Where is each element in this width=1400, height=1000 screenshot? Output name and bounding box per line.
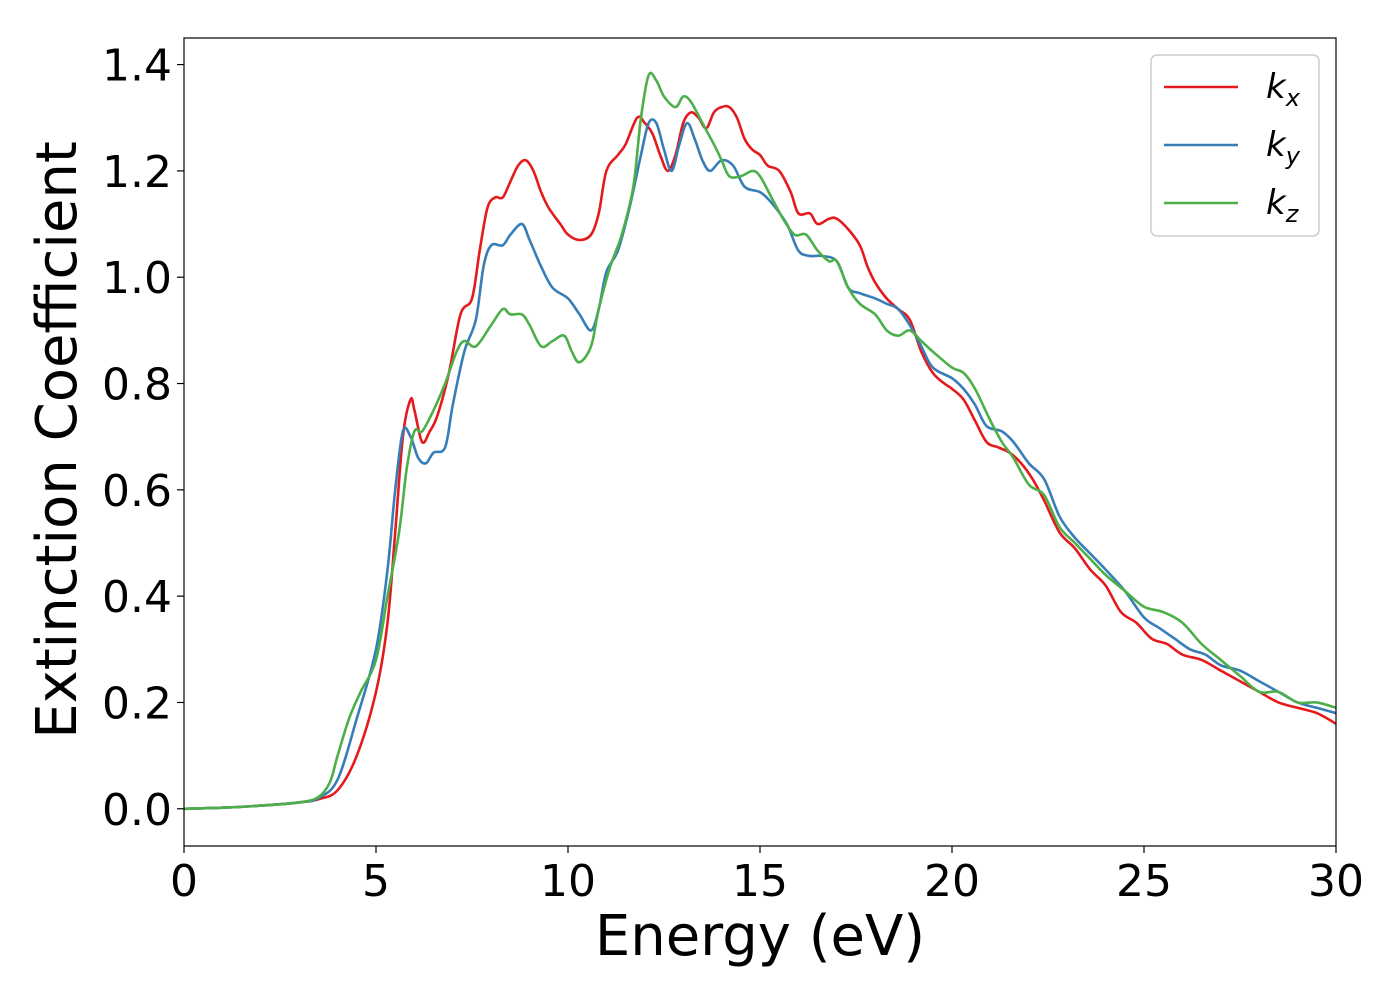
y-tick-label: 1.2 <box>102 147 172 198</box>
x-axis-title: Energy (eV) <box>595 904 925 969</box>
legend-label-y: ky <box>1266 125 1301 170</box>
y-axis-title: Extinction Coefficient <box>25 141 90 739</box>
legend-label-z: kz <box>1266 183 1300 228</box>
x-tick-label: 0 <box>170 856 198 907</box>
y-tick-label: 0.2 <box>102 678 172 729</box>
x-tick-label: 20 <box>924 856 980 907</box>
y-tick-label: 0.6 <box>102 466 172 517</box>
y-tick-label: 0.4 <box>102 572 172 623</box>
y-tick-label: 1.4 <box>102 41 172 92</box>
legend-label-x: kx <box>1266 67 1301 112</box>
x-tick-label: 15 <box>732 856 788 907</box>
y-axis-ticks: 0.0 0.2 0.4 0.6 0.8 1.0 1.2 1.4 <box>102 41 184 836</box>
legend: kx ky kz <box>1150 54 1320 237</box>
y-tick-label: 0.0 <box>102 785 172 836</box>
x-tick-label: 10 <box>540 856 596 907</box>
series-line-y <box>184 118 1336 811</box>
y-tick-label: 0.8 <box>102 360 172 411</box>
x-tick-label: 30 <box>1308 856 1364 907</box>
x-tick-label: 5 <box>362 856 390 907</box>
series-line-x <box>184 104 1336 811</box>
series-line-z <box>184 71 1336 811</box>
plot-lines <box>184 71 1336 811</box>
x-tick-label: 25 <box>1116 856 1172 907</box>
x-axis-ticks: 0 5 10 15 20 25 30 <box>170 846 1364 907</box>
y-tick-label: 1.0 <box>102 253 172 304</box>
